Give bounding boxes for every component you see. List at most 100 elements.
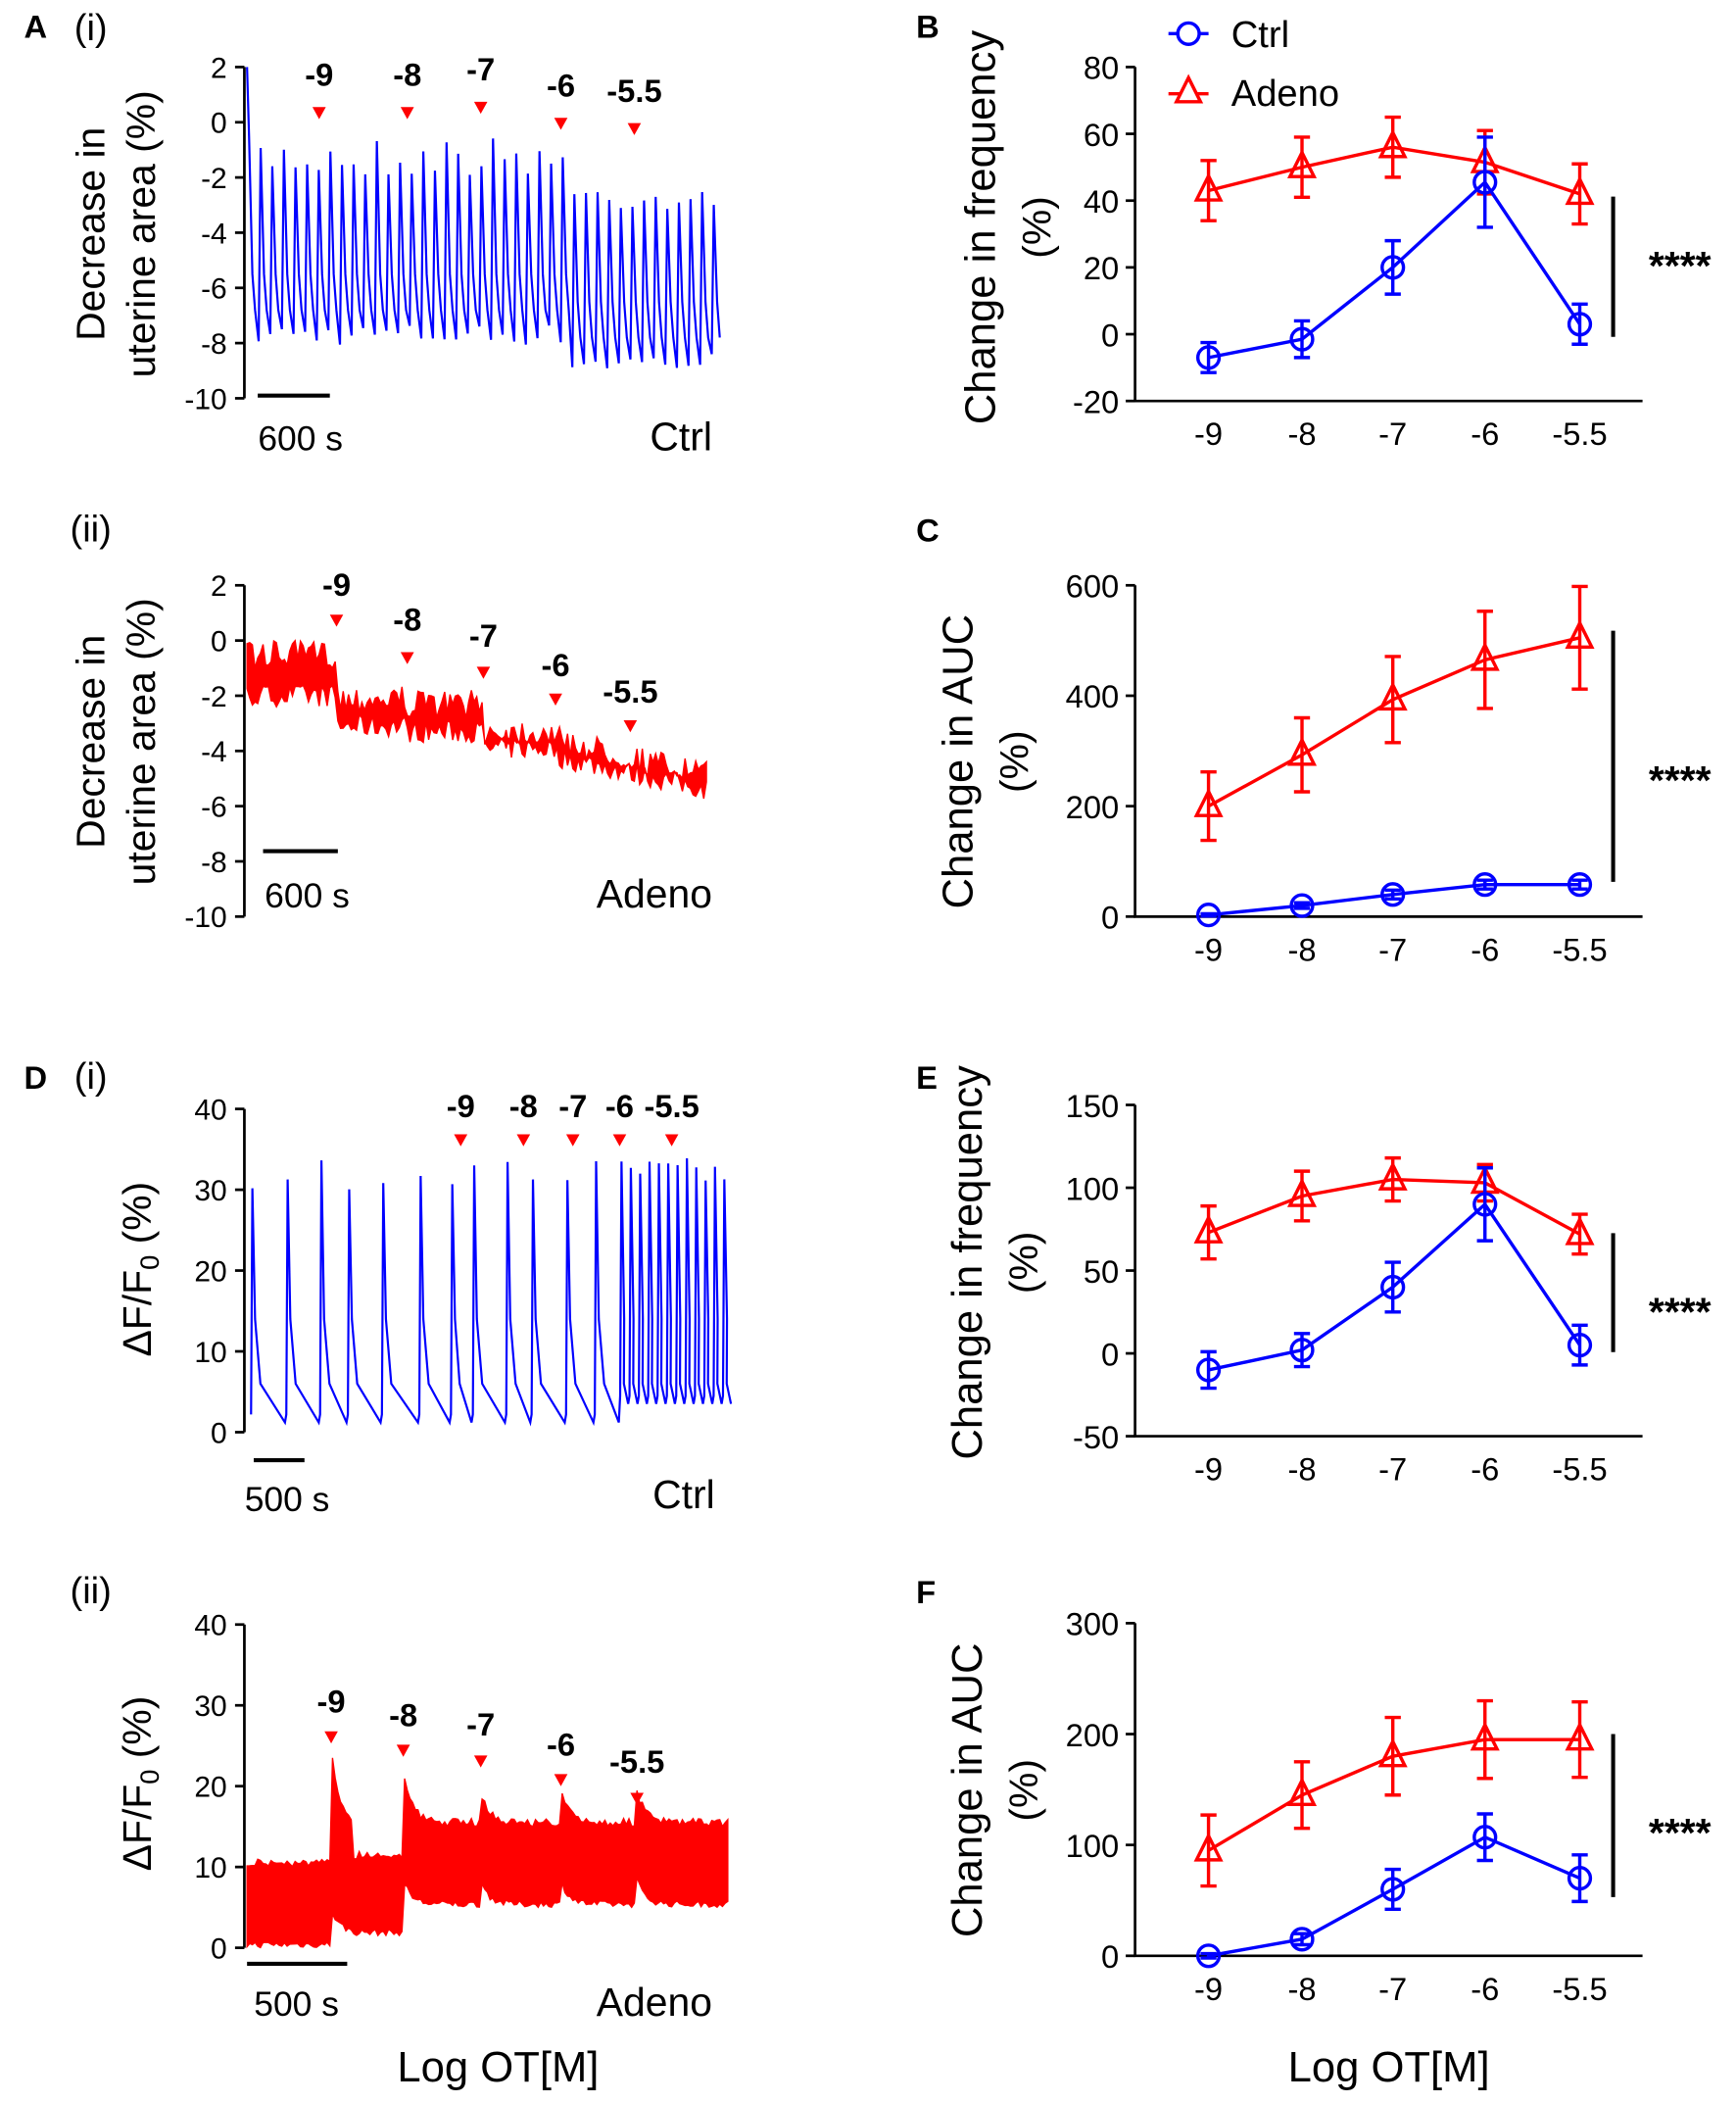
y-tick-label: 0 xyxy=(211,108,227,140)
dose-label: -7 xyxy=(469,617,498,654)
y-tick-label: 100 xyxy=(1066,1170,1120,1206)
error-bar xyxy=(1571,878,1588,891)
error-bar xyxy=(1571,584,1588,691)
y-tick-label: 30 xyxy=(194,1175,226,1207)
dose-marker-triangle xyxy=(454,1134,468,1147)
y-tick-label: -10 xyxy=(184,902,226,934)
error-bar xyxy=(1293,901,1311,910)
y-tick-label: 0 xyxy=(1101,900,1119,936)
error-bar xyxy=(1200,1951,1217,1960)
series-ctrl xyxy=(1195,135,1593,374)
error-bar xyxy=(1200,911,1217,918)
x-tick-label: -7 xyxy=(1378,931,1407,967)
dose-label: -9 xyxy=(322,566,351,603)
dose-marker-triangle xyxy=(473,1755,488,1768)
y-tick-label: 20 xyxy=(194,1772,226,1804)
significance-stars: **** xyxy=(1649,243,1712,288)
dose-marker-triangle xyxy=(324,1731,338,1744)
data-point-circle xyxy=(1567,312,1593,337)
y-tick-label: 20 xyxy=(1084,250,1119,286)
error-bar xyxy=(1384,888,1401,902)
panel-label-B: B xyxy=(916,8,940,44)
dose-label: -8 xyxy=(393,602,421,638)
data-point-triangle xyxy=(1286,736,1318,766)
error-bar xyxy=(1293,715,1311,794)
y-axis-label: uterine area (%) xyxy=(119,598,164,885)
data-point-circle xyxy=(1472,872,1498,898)
y-axis-label: uterine area (%) xyxy=(119,90,164,377)
data-point-triangle xyxy=(1377,1737,1408,1768)
data-point-triangle xyxy=(1193,1213,1224,1244)
chart-E: 150 100 50 0 -50 -9 -8 -7 -6 -5.5 Change in freque… xyxy=(944,1065,1712,1488)
scale-bar-label: 500 s xyxy=(245,1480,330,1519)
y-axis-label: (%) xyxy=(992,730,1037,793)
y-axis-label: Decrease in xyxy=(68,127,113,341)
y-tick-label: 0 xyxy=(211,1933,227,1966)
error-bar xyxy=(1476,1166,1493,1243)
dose-marker-triangle xyxy=(554,1774,568,1786)
error-bar xyxy=(1571,1853,1588,1904)
y-axis-label: Decrease in xyxy=(68,635,113,849)
y-tick-label: 40 xyxy=(194,1610,226,1642)
x-tick-label: -6 xyxy=(1471,1971,1499,2007)
y-tick-label: 0 xyxy=(1101,1336,1119,1372)
data-point-triangle xyxy=(1565,175,1595,206)
legend: Ctrl Adeno xyxy=(1168,14,1339,115)
data-point-circle xyxy=(1567,1865,1593,1891)
error-bar xyxy=(1571,162,1588,226)
data-point-circle xyxy=(1380,882,1406,907)
subpanel-label: (ii) xyxy=(71,508,112,550)
dose-label: -7 xyxy=(466,51,495,87)
error-bar xyxy=(1571,1700,1588,1780)
y-tick-label: 10 xyxy=(194,1852,226,1884)
x-tick-label: -8 xyxy=(1287,931,1316,967)
error-bar xyxy=(1571,302,1588,346)
data-point-circle xyxy=(1380,1274,1406,1300)
scale-bar-label: 500 s xyxy=(254,1984,339,2024)
error-bar xyxy=(1384,655,1401,745)
y-tick-label: -10 xyxy=(184,383,226,416)
legend-adeno-label: Adeno xyxy=(1231,73,1339,115)
subpanel-label: (i) xyxy=(74,1055,108,1098)
dose-label: -6 xyxy=(605,1088,634,1124)
y-tick-label: 40 xyxy=(1084,183,1119,220)
error-bar xyxy=(1571,1323,1588,1367)
error-bar xyxy=(1476,1698,1493,1781)
error-bar xyxy=(1293,1760,1311,1831)
dose-marker-triangle xyxy=(396,1744,410,1757)
y-axis-label: (%) xyxy=(1001,1232,1046,1295)
dose-marker-triangle xyxy=(400,652,414,664)
x-tick-label: -9 xyxy=(1194,1451,1223,1488)
y-tick-label: 80 xyxy=(1084,50,1119,86)
y-tick-label: 10 xyxy=(194,1337,226,1369)
y-tick-label: 50 xyxy=(1084,1253,1119,1290)
x-tick-label: -6 xyxy=(1471,1451,1499,1488)
y-tick-label: -4 xyxy=(201,218,227,250)
dose-label: -6 xyxy=(547,67,575,103)
y-axis-label: Change in frequency xyxy=(944,1065,991,1460)
data-point-circle xyxy=(1289,893,1315,918)
data-point-triangle xyxy=(1286,1177,1318,1207)
data-point-triangle xyxy=(1470,1721,1500,1751)
x-tick-label: -8 xyxy=(1287,1451,1316,1488)
x-tick-label: -6 xyxy=(1471,416,1499,452)
group-label: Adeno xyxy=(597,1980,712,2025)
error-bar xyxy=(1200,770,1217,843)
data-point-triangle xyxy=(1565,1215,1595,1246)
y-tick-label: 2 xyxy=(211,52,227,84)
data-point-circle xyxy=(1380,1877,1406,1902)
y-tick-label: -2 xyxy=(201,681,227,713)
trace-band xyxy=(246,639,707,800)
chart-C: 600 400 200 0 -9 -8 -7 -6 -5.5 Change in AUC (%) **… xyxy=(935,568,1711,968)
y-tick-label: 200 xyxy=(1066,1717,1120,1753)
error-bar xyxy=(1384,1867,1401,1911)
data-point-triangle xyxy=(1286,148,1318,178)
error-bar xyxy=(1476,878,1493,891)
subpanel-label: (ii) xyxy=(71,1570,112,1612)
trace-panel-3: (i) 40 30 20 10 0 ΔF/F0 (%) 500 s Ctrl -9 -8 -7 -6 -5… xyxy=(74,1055,733,1519)
series-ctrl xyxy=(1195,1166,1593,1391)
dose-label: -5.5 xyxy=(609,1743,664,1780)
x-axis-label-left: Log OT[M] xyxy=(397,2044,599,2091)
dose-label: -9 xyxy=(305,56,333,92)
dose-marker-triangle xyxy=(312,107,326,120)
